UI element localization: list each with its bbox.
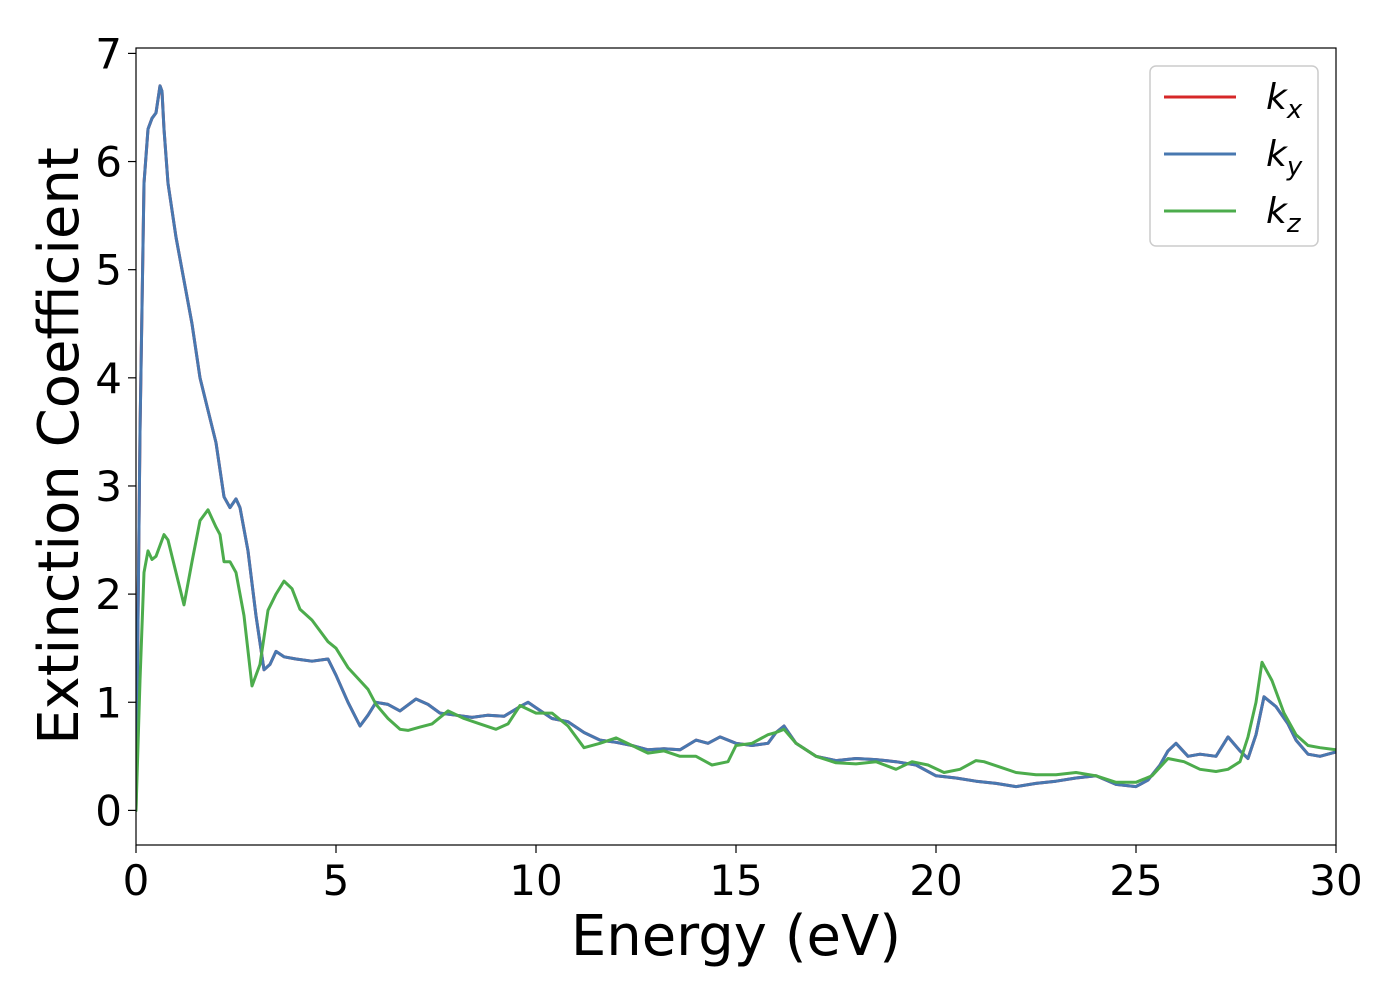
x-tick-label: 0 — [123, 856, 150, 905]
x-tick-label: 10 — [509, 856, 562, 905]
y-tick-label: 5 — [95, 246, 122, 295]
y-tick-label: 2 — [95, 570, 122, 619]
y-axis-ticks: 0 1 2 3 4 5 6 7 — [95, 29, 136, 835]
legend-box — [1149, 65, 1319, 247]
y-tick-label: 6 — [95, 138, 122, 187]
y-axis-title: Extinction Coefficient — [27, 147, 92, 745]
x-axis-ticks: 0 5 10 15 20 25 30 — [123, 845, 1363, 905]
legend-label-ky: ky — [1266, 134, 1303, 182]
y-tick-label: 4 — [95, 354, 122, 403]
series-layer — [136, 84, 1336, 812]
y-tick-label: 7 — [95, 29, 122, 78]
y-tick-label: 0 — [95, 786, 122, 835]
plot-area — [136, 48, 1336, 845]
x-tick-label: 25 — [1109, 856, 1162, 905]
legend: kx ky kz — [1149, 65, 1319, 247]
x-tick-label: 20 — [909, 856, 962, 905]
y-tick-label: 3 — [95, 462, 122, 511]
y-tick-label: 1 — [95, 678, 122, 727]
x-tick-label: 5 — [323, 856, 350, 905]
x-tick-label: 30 — [1309, 856, 1362, 905]
legend-label-kx: kx — [1266, 77, 1303, 125]
x-tick-label: 15 — [709, 856, 762, 905]
legend-label-kz: kz — [1266, 191, 1302, 239]
series-line-kz — [136, 508, 1336, 812]
x-axis-title: Energy (eV) — [571, 904, 901, 969]
